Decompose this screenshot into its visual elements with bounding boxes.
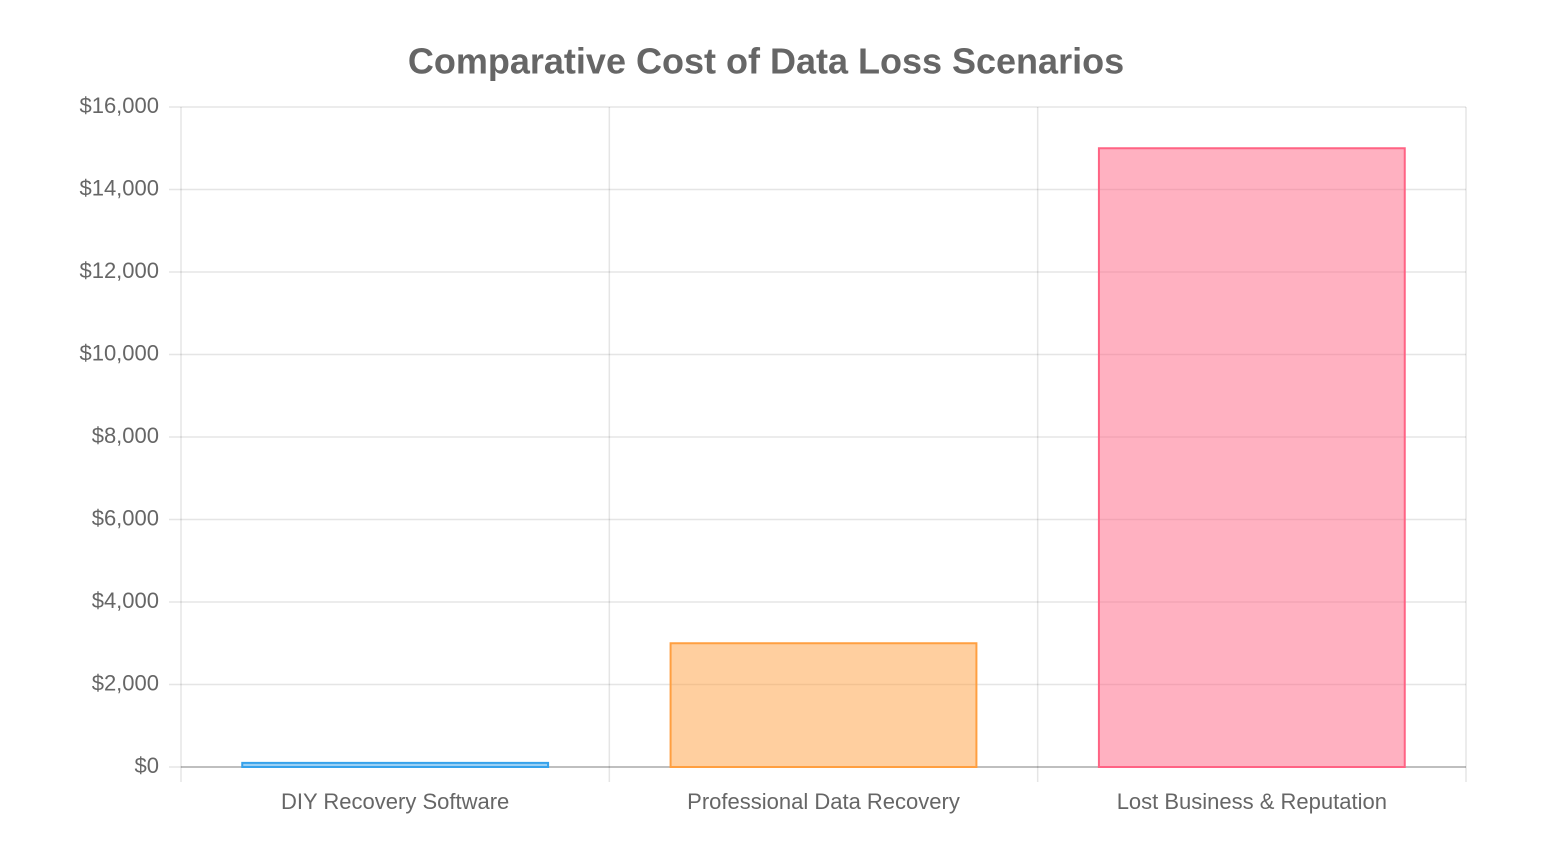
x-tick-label: DIY Recovery Software (281, 789, 509, 814)
y-tick-label: $8,000 (92, 423, 159, 448)
y-tick-label: $12,000 (79, 258, 159, 283)
chart-title: Comparative Cost of Data Loss Scenarios (408, 41, 1124, 82)
bar (669, 642, 978, 768)
y-tick-label: $10,000 (79, 340, 159, 365)
y-tick-label: $2,000 (92, 670, 159, 695)
x-tick-label: Professional Data Recovery (687, 789, 960, 814)
y-tick-label: $6,000 (92, 505, 159, 530)
y-tick-label: $0 (135, 753, 159, 778)
x-tick-label: Lost Business & Reputation (1117, 789, 1387, 814)
y-tick-label: $16,000 (79, 93, 159, 118)
y-tick-label: $14,000 (79, 175, 159, 200)
bar (241, 761, 550, 768)
bar (1097, 147, 1406, 768)
y-tick-label: $4,000 (92, 588, 159, 613)
